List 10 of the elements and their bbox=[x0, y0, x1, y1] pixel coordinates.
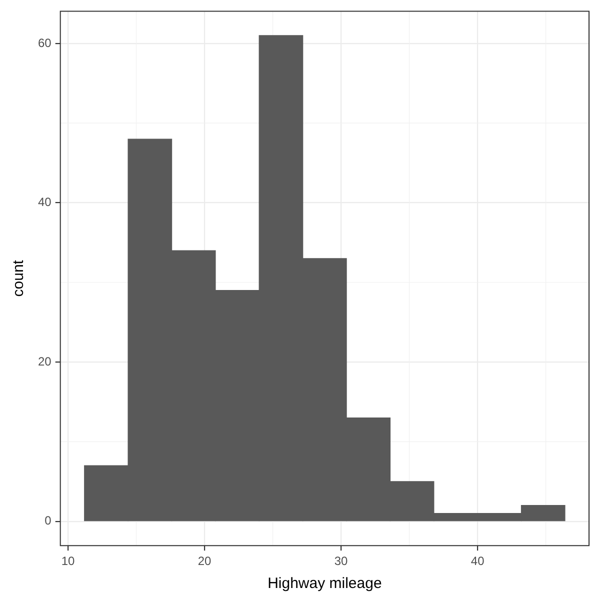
y-axis-title: count bbox=[10, 259, 28, 297]
x-tick-label: 40 bbox=[470, 554, 485, 568]
x-tick-label: 20 bbox=[198, 554, 212, 568]
x-axis-title: Highway mileage bbox=[268, 575, 382, 592]
x-tick-label: 30 bbox=[334, 554, 348, 568]
y-tick-label: 20 bbox=[38, 354, 52, 368]
y-tick-label: 0 bbox=[44, 514, 52, 528]
y-tick-label: 40 bbox=[38, 195, 52, 210]
x-tick-label: 10 bbox=[61, 554, 75, 568]
y-tick-label: 60 bbox=[38, 36, 52, 50]
